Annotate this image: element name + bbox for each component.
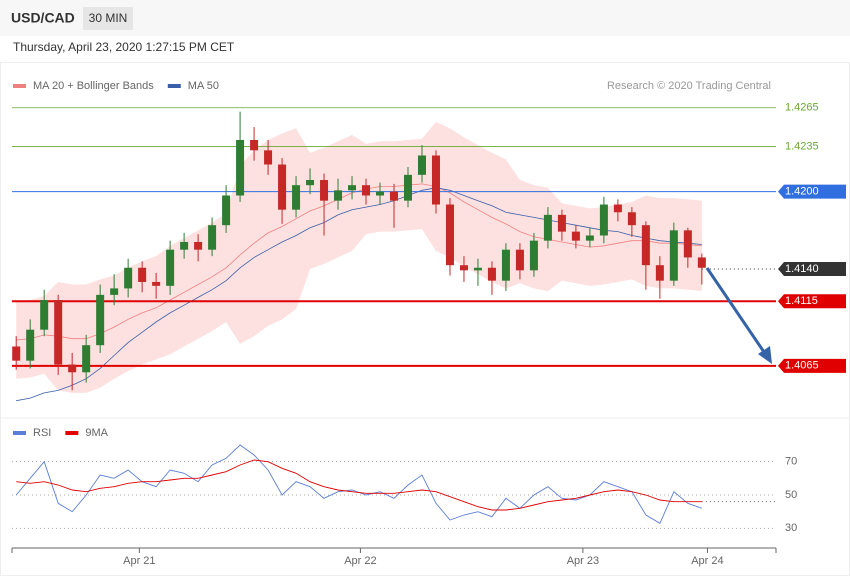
legend-swatch xyxy=(13,431,26,435)
bollinger-band xyxy=(16,121,702,393)
candle-body xyxy=(529,240,538,271)
candle-body xyxy=(54,300,63,365)
legend-label: MA 20 + Bollinger Bands xyxy=(33,80,154,92)
y-tick-label: 70 xyxy=(785,456,797,468)
candle-body xyxy=(362,185,371,196)
moving-average xyxy=(16,187,702,402)
candle-body xyxy=(376,191,385,196)
legend-label: RSI xyxy=(33,427,51,439)
candle-body xyxy=(557,214,566,232)
candle-body xyxy=(166,249,175,286)
candle-body xyxy=(501,249,510,281)
rsi-panel: 30 50 70 RSI 9MA Apr 21 Apr 22 Apr 23 Apr 24 xyxy=(11,427,797,567)
candle-body xyxy=(82,345,91,373)
timeframe-box xyxy=(83,7,133,30)
candle-body xyxy=(348,185,357,191)
candle-body xyxy=(320,180,329,201)
candle-body xyxy=(278,164,287,210)
candle-body xyxy=(445,204,454,266)
x-tick-label: Apr 22 xyxy=(344,555,376,567)
candle-body xyxy=(40,300,49,330)
level-label: 1.4065 xyxy=(785,360,819,372)
candle-body xyxy=(403,174,412,201)
candle-body xyxy=(669,230,678,281)
candle-body xyxy=(110,288,119,295)
candle-body xyxy=(543,214,552,241)
candle-body xyxy=(334,190,343,201)
candle-body xyxy=(250,140,259,151)
candle-body xyxy=(26,329,35,361)
candle-body xyxy=(236,140,245,196)
candle-body xyxy=(585,235,594,241)
timeframe: 30 MIN xyxy=(89,11,128,25)
candle-body xyxy=(292,185,301,210)
candle-body xyxy=(194,241,203,250)
x-tick-label: Apr 23 xyxy=(567,555,599,567)
level-label: 1.4115 xyxy=(785,295,818,307)
candle-body xyxy=(655,265,664,281)
candle-body xyxy=(487,267,496,281)
moving-average xyxy=(16,183,702,341)
projection-arrow xyxy=(705,267,772,364)
candle-body xyxy=(627,212,636,226)
y-tick-label: 50 xyxy=(785,489,797,501)
candle-body xyxy=(641,225,650,266)
price-panel: 1.4265 1.4235 1.4200 1.4140 1.4115 1.4065 MA 2… xyxy=(12,80,846,402)
candle-body xyxy=(12,346,21,361)
candle-body xyxy=(68,364,77,373)
header-bar xyxy=(0,0,850,36)
level-label-box xyxy=(778,262,846,277)
candle-body xyxy=(571,231,580,241)
candle-body xyxy=(459,265,468,271)
candle-body xyxy=(613,204,622,213)
candle-body xyxy=(473,267,482,271)
legend-label: MA 50 xyxy=(188,80,219,92)
level-label: 1.4265 xyxy=(785,102,819,114)
candle-body xyxy=(264,150,273,165)
datetime: Thursday, April 23, 2020 1:27:15 PM CET xyxy=(13,40,235,54)
x-tick-label: Apr 21 xyxy=(123,555,155,567)
candle-body xyxy=(152,281,161,286)
candle-body xyxy=(697,257,706,268)
level-label-box xyxy=(778,358,846,373)
legend-swatch xyxy=(167,84,181,88)
arrow-head xyxy=(758,346,772,364)
level-label-box xyxy=(778,184,846,199)
candle-body xyxy=(599,204,608,236)
candle-body xyxy=(208,225,217,250)
rsi-line xyxy=(16,459,702,511)
symbol: USD/CAD xyxy=(11,10,75,26)
candle-body xyxy=(222,195,231,226)
legend-label: 9MA xyxy=(85,427,108,439)
level-label: 1.4140 xyxy=(785,263,819,275)
candle-body xyxy=(138,267,147,282)
y-tick-label: 30 xyxy=(785,522,797,534)
candle-body xyxy=(417,155,426,175)
x-tick-label: Apr 24 xyxy=(691,555,723,567)
legend-swatch xyxy=(13,84,26,88)
rsi-line xyxy=(15,444,702,524)
candle-body xyxy=(96,294,105,346)
candle-body xyxy=(180,241,189,250)
level-label-box xyxy=(778,294,846,309)
arrow-shaft xyxy=(705,267,768,356)
candle-body xyxy=(683,230,692,258)
level-label: 1.4235 xyxy=(785,140,819,152)
candle-body xyxy=(431,155,440,205)
candle-body xyxy=(390,191,398,201)
candle-body xyxy=(124,267,133,289)
legend-swatch xyxy=(65,431,79,435)
source: Research © 2020 Trading Central xyxy=(607,80,771,92)
level-label: 1.4200 xyxy=(785,186,819,198)
candle-body xyxy=(306,180,315,186)
candle-body xyxy=(515,249,524,271)
